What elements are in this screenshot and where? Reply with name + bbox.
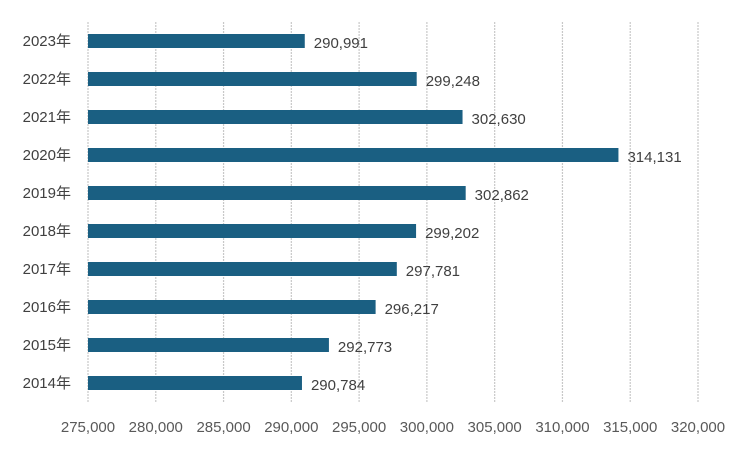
data-label: 299,248 [426,73,480,90]
y-tick-label: 2023年 [23,33,71,50]
y-tick-label: 2022年 [23,71,71,88]
bars [88,34,619,390]
x-tick-label: 315,000 [603,419,657,436]
data-label: 299,202 [425,225,479,242]
data-label: 302,630 [472,111,526,128]
x-tick-label: 300,000 [400,419,454,436]
x-tick-label: 290,000 [264,419,318,436]
x-tick-label: 275,000 [61,419,115,436]
y-tick-label: 2020年 [23,147,71,164]
y-tick-label: 2016年 [23,299,71,316]
bar [88,186,466,200]
bar [88,262,397,276]
x-axis-labels: 275,000 280,000 285,000 290,000 295,000 300,0… [61,419,725,436]
bar [88,72,417,86]
bar [88,338,329,352]
bar [88,148,619,162]
data-label: 314,131 [627,149,681,166]
data-label: 302,862 [475,187,529,204]
x-tick-label: 305,000 [468,419,522,436]
x-tick-label: 310,000 [535,419,589,436]
data-label: 290,784 [311,377,365,394]
data-label: 296,217 [385,301,439,318]
y-tick-label: 2019年 [23,185,71,202]
bar [88,34,305,48]
y-tick-label: 2017年 [23,261,71,278]
bar [88,224,417,238]
bar [88,300,376,314]
x-tick-label: 320,000 [671,419,725,436]
x-tick-label: 295,000 [332,419,386,436]
x-tick-label: 280,000 [129,419,183,436]
x-tick-label: 285,000 [196,419,250,436]
data-label: 292,773 [338,339,392,356]
y-axis-labels: 2023年 2022年 2021年 2020年 2019年 2018年 2017年 2016年… [23,33,71,392]
y-tick-label: 2015年 [23,337,71,354]
data-label: 290,991 [314,35,368,52]
data-labels: 290,991 299,248 302,630 314,131 302,862 299,2… [311,35,682,394]
y-tick-label: 2021年 [23,109,71,126]
bar [88,376,302,390]
data-label: 297,781 [406,263,460,280]
bar [88,110,463,124]
y-tick-label: 2018年 [23,223,71,240]
y-tick-label: 2014年 [23,375,71,392]
